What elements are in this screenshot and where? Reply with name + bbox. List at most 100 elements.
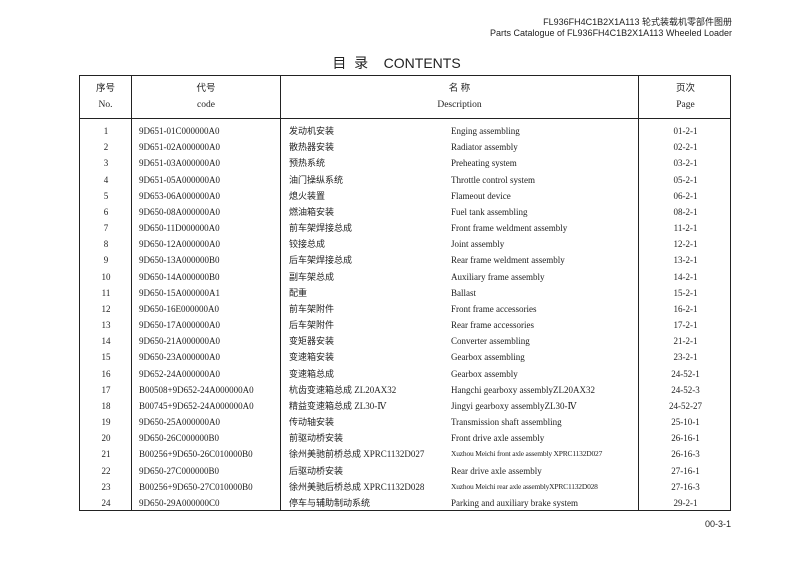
table-row: 11 9D650-15A000000A1 配重 Ballast 15-2-1	[80, 285, 730, 301]
row-description: Converter assembling	[451, 336, 530, 347]
table-row: 10 9D650-14A000000B0 副车架总成 Auxiliary frame …	[80, 269, 730, 285]
column-divider	[638, 76, 640, 510]
row-page: 15-2-1	[673, 287, 698, 298]
row-code: 9D651-03A000000A0	[139, 158, 220, 169]
row-page: 21-2-1	[673, 336, 698, 347]
row-page: 16-2-1	[673, 303, 698, 314]
header-cn: 名 称	[448, 84, 471, 94]
header-title-en: Parts Catalogue of FL936FH4C1B2X1A113 Wh…	[490, 28, 732, 38]
row-name-cn: 副车架总成	[289, 271, 335, 282]
row-code: 9D651-01C000000A0	[139, 126, 220, 136]
row-name-cn: 铰接总成	[289, 239, 326, 250]
row-description: Rear drive axle assembly	[451, 465, 542, 476]
row-code: 9D650-11D000000A0	[139, 223, 220, 234]
row-description: Gearbox assembling	[451, 352, 525, 363]
row-description: Front frame accessories	[451, 303, 537, 314]
table-row: 24 9D650-29A000000C0 停车与辅助制动系统 Parking and …	[80, 495, 730, 511]
table-row: 12 9D650-16E000000A0 前车架附件 Front frame acce…	[80, 301, 730, 317]
table-row: 2 9D651-02A000000A0 散热器安装 Radiator assembly…	[80, 139, 730, 155]
row-page: 26-16-3	[671, 449, 700, 460]
header-cn: 代号	[196, 84, 216, 94]
row-code: B00745+9D652-24A000000A0	[139, 400, 254, 411]
row-name-cn: 变矩器安装	[289, 336, 335, 347]
row-code: B00508+9D652-24A000000A0	[139, 384, 254, 395]
row-number: 3	[103, 158, 109, 169]
row-page: 11-2-1	[673, 223, 698, 234]
row-code: 9D650-08A000000A0	[139, 206, 220, 217]
header-cn: 页次	[675, 84, 695, 94]
row-number: 17	[101, 384, 111, 395]
header-en: Description	[437, 100, 482, 110]
row-description: Enging assembling	[451, 126, 520, 136]
row-page: 13-2-1	[673, 255, 698, 266]
row-code: 9D650-23A000000A0	[139, 352, 220, 363]
row-code: 9D650-14A000000B0	[139, 271, 220, 282]
column-divider	[280, 76, 282, 510]
row-number: 9	[103, 255, 109, 266]
row-page: 08-2-1	[673, 206, 698, 217]
header-en: Page	[676, 100, 695, 110]
table-row: 16 9D652-24A000000A0 变速箱总成 Gearbox assembly…	[80, 366, 730, 382]
column-header-code: 代号 code	[132, 81, 280, 113]
row-code: B00256+9D650-27C010000B0	[139, 481, 253, 492]
row-number: 15	[101, 352, 111, 363]
row-page: 26-16-1	[671, 433, 700, 444]
row-description: Gearbox assembly	[451, 368, 518, 379]
row-code: 9D650-13A000000B0	[139, 255, 220, 266]
row-number: 7	[103, 223, 109, 234]
row-code: 9D650-27C000000B0	[139, 465, 220, 476]
row-name-cn: 杭齿变速箱总成 ZL20AX32	[289, 384, 397, 395]
table-row: 8 9D650-12A000000A0 铰接总成 Joint assembly 12-2…	[80, 236, 730, 252]
row-page: 23-2-1	[673, 352, 698, 363]
table-row: 5 9D653-06A000000A0 熄火装置 Flameout device 06-…	[80, 188, 730, 204]
table-row: 7 9D650-11D000000A0 前车架焊接总成 Front frame wel…	[80, 220, 730, 236]
row-page: 06-2-1	[673, 190, 698, 201]
row-number: 2	[103, 142, 109, 153]
row-number: 6	[103, 206, 109, 217]
table-row: 17 B00508+9D652-24A000000A0 杭齿变速箱总成 ZL20AX…	[80, 382, 730, 398]
column-divider	[131, 76, 133, 510]
row-description: Throttle control system	[451, 174, 535, 185]
row-name-cn: 徐州美驰前桥总成 XPRC1132D027	[289, 449, 425, 460]
row-code: 9D650-25A000000A0	[139, 417, 220, 428]
row-number: 23	[101, 481, 111, 492]
row-name-cn: 后车架焊接总成	[289, 255, 353, 266]
row-page: 02-2-1	[673, 142, 698, 153]
row-number: 21	[101, 449, 111, 460]
row-number: 8	[103, 239, 109, 250]
header-divider	[80, 118, 730, 120]
row-name-cn: 发动机安装	[289, 126, 335, 136]
row-page: 17-2-1	[673, 320, 698, 331]
page-title: 目 录 CONTENTS	[332, 55, 461, 71]
row-name-cn: 燃油箱安装	[289, 206, 335, 217]
table-row: 19 9D650-25A000000A0 传动轴安装 Transmission sha…	[80, 414, 730, 430]
row-number: 11	[101, 287, 111, 298]
row-number: 20	[101, 433, 111, 444]
table-row: 22 9D650-27C000000B0 后驱动桥安装 Rear drive axle…	[80, 463, 730, 479]
table-row: 3 9D651-03A000000A0 预热系统 Preheating system 0…	[80, 155, 730, 171]
row-name-cn: 预热系统	[289, 158, 326, 169]
row-page: 24-52-27	[669, 400, 702, 411]
row-number: 22	[101, 465, 111, 476]
table-row: 13 9D650-17A000000A0 后车架附件 Rear frame acces…	[80, 317, 730, 333]
row-description: Rear frame weldment assembly	[451, 255, 565, 266]
row-description: Parking and auxiliary brake system	[451, 497, 578, 508]
contents-table: 序号 No. 代号 code 名 称 Description 页次 Page 1…	[79, 75, 731, 511]
table-row: 21 B00256+9D650-26C010000B0 徐州美驰前桥总成 XPRC1…	[80, 446, 730, 462]
row-name-cn: 变速箱总成	[289, 368, 335, 379]
row-page: 27-16-1	[671, 465, 700, 476]
row-page: 03-2-1	[673, 158, 698, 169]
row-description: Flameout device	[451, 190, 511, 201]
row-name-cn: 传动轴安装	[289, 417, 335, 428]
column-header-no: 序号 No.	[80, 81, 131, 113]
row-number: 4	[103, 174, 109, 185]
row-code: 9D651-02A000000A0	[139, 142, 220, 153]
row-number: 5	[103, 190, 109, 201]
row-page: 25-10-1	[671, 417, 700, 428]
row-page: 05-2-1	[673, 174, 698, 185]
row-page: 12-2-1	[673, 239, 698, 250]
table-row: 9 9D650-13A000000B0 后车架焊接总成 Rear frame weld…	[80, 252, 730, 268]
row-name-cn: 散热器安装	[289, 142, 335, 153]
row-number: 12	[101, 303, 111, 314]
row-description: Rear frame accessories	[451, 320, 534, 331]
